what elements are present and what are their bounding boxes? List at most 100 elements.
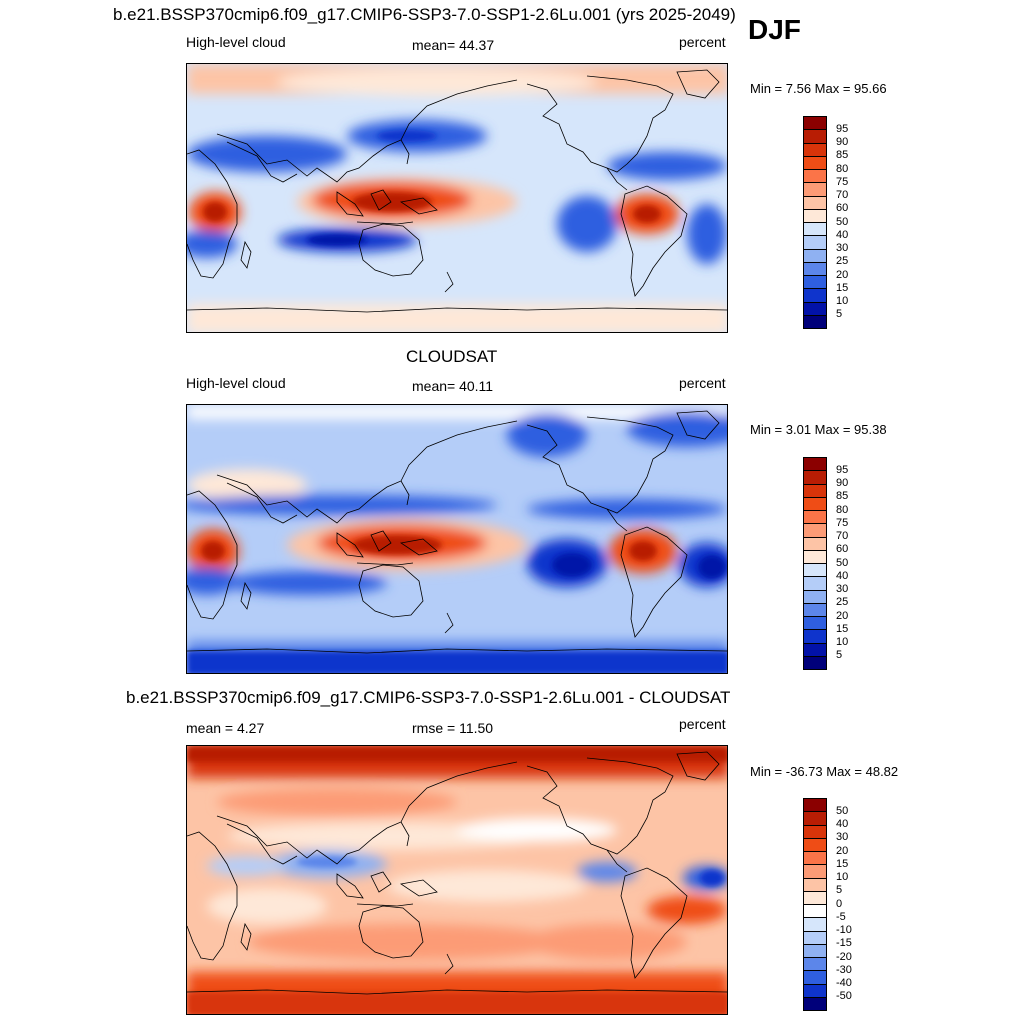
panel-title: b.e21.BSSP370cmip6.f09_g17.CMIP6-SSP3-7.…: [126, 688, 731, 707]
colorbar-tick-label: -20: [836, 950, 852, 963]
colorbar-tick-label: 15: [836, 622, 849, 635]
colorbar-tick-label: 85: [836, 149, 849, 162]
colorbar-tick-label: 75: [836, 516, 849, 529]
colorbar-tick-label: 25: [836, 255, 849, 268]
colorbar-tick-label: 60: [836, 543, 849, 556]
colorbar-swatch: [803, 470, 827, 485]
model-colorbar: 95 90 85 80 75 70 60 50 40 30 25 20 15 10 5: [803, 116, 848, 329]
colorbar-swatch: [803, 222, 827, 237]
units-label: percent: [679, 716, 726, 732]
colorbar-tick-label: 5: [836, 308, 843, 321]
colorbar-tick-label: 30: [836, 583, 849, 595]
colorbar-swatch: [803, 116, 827, 131]
colorbar-swatch: [803, 837, 827, 852]
rmse-label: rmse = 11.50: [412, 720, 494, 736]
colorbar-tick-label: 40: [836, 569, 849, 582]
colorbar-swatch: [803, 930, 827, 945]
colorbar-swatch: [803, 602, 827, 617]
colorbar-swatch: [803, 169, 827, 184]
minmax-label: Min = 7.56 Max = 95.66: [750, 81, 887, 96]
panel-title: CLOUDSAT: [406, 347, 498, 366]
colorbar-swatch: [803, 970, 827, 985]
colorbar-swatch: [803, 496, 827, 511]
colorbar-swatch: [803, 824, 827, 839]
colorbar-swatch: [803, 616, 827, 631]
minmax-label: Min = -36.73 Max = 48.82: [750, 764, 899, 779]
colorbar-swatch: [803, 261, 827, 276]
colorbar-tick-label: 30: [836, 831, 849, 844]
colorbar-swatch: [803, 549, 827, 564]
colorbar-swatch: [803, 655, 827, 670]
colorbar-tick-label: 70: [836, 530, 849, 542]
colorbar-tick-label: 20: [836, 844, 849, 857]
obs-cloud-map: [186, 404, 728, 674]
mean-label: mean= 44.37: [412, 37, 495, 53]
colorbar-swatch: [803, 235, 827, 250]
colorbar-swatch: [803, 483, 827, 498]
colorbar-swatch: [803, 957, 827, 972]
colorbar-swatch: [803, 155, 827, 170]
colorbar-tick-label: 95: [836, 463, 849, 476]
panel-title: b.e21.BSSP370cmip6.f09_g17.CMIP6-SSP3-7.…: [113, 5, 736, 24]
colorbar-swatch: [803, 864, 827, 879]
colorbar-swatch: [803, 589, 827, 604]
colorbar-tick-label: 40: [836, 818, 849, 830]
units-label: percent: [679, 375, 726, 391]
colorbar-tick-label: 90: [836, 477, 849, 489]
colorbar-tick-label: 40: [836, 228, 849, 241]
colorbar-tick-label: 10: [836, 636, 849, 648]
colorbar-tick-label: 70: [836, 189, 849, 201]
colorbar-tick-label: 75: [836, 175, 849, 188]
colorbar-swatch: [803, 851, 827, 866]
colorbar-tick-label: 0: [836, 897, 843, 910]
colorbar-swatch: [803, 996, 827, 1011]
colorbar-tick-label: 15: [836, 281, 849, 294]
colorbar-tick-label: -50: [836, 990, 852, 1003]
colorbar-swatch: [803, 523, 827, 538]
variable-label: High-level cloud: [186, 34, 286, 50]
colorbar-tick-label: -30: [836, 963, 852, 976]
colorbar-swatch: [803, 129, 827, 144]
colorbar-tick-label: 20: [836, 609, 849, 622]
colorbar-swatch: [803, 536, 827, 551]
colorbar-swatch: [803, 208, 827, 223]
difference-colorbar: 50 40 30 20 15 10 5 0 -5 -10 -15 -20 -30 -40 -50: [803, 798, 852, 1011]
colorbar-tick-label: 50: [836, 215, 849, 228]
colorbar-swatch: [803, 877, 827, 892]
obs-colorbar: 95 90 85 80 75 70 60 50 40 30 25 20 15 10 5: [803, 457, 848, 670]
colorbar-swatch: [803, 904, 827, 919]
colorbar-tick-label: 85: [836, 490, 849, 503]
diff-mean-label: mean = 4.27: [186, 720, 265, 736]
colorbar-swatch: [803, 248, 827, 263]
colorbar-swatch: [803, 314, 827, 329]
colorbar-tick-label: 15: [836, 857, 849, 870]
colorbar-swatch: [803, 288, 827, 303]
colorbar-swatch: [803, 182, 827, 197]
colorbar-swatch: [803, 301, 827, 316]
colorbar-swatch: [803, 457, 827, 472]
colorbar-swatch: [803, 195, 827, 210]
colorbar-swatch: [803, 642, 827, 657]
season-label: DJF: [748, 14, 801, 45]
colorbar-tick-label: 50: [836, 556, 849, 569]
colorbar-swatch: [803, 983, 827, 998]
difference-map: [186, 745, 728, 1015]
colorbar-tick-label: 25: [836, 596, 849, 609]
colorbar-tick-label: 60: [836, 202, 849, 215]
model-cloud-map: [186, 63, 728, 333]
colorbar-swatch: [803, 510, 827, 525]
colorbar-swatch: [803, 576, 827, 591]
colorbar-tick-label: -5: [836, 910, 846, 923]
colorbar-tick-label: 20: [836, 268, 849, 281]
colorbar-tick-label: 50: [836, 804, 849, 817]
minmax-label: Min = 3.01 Max = 95.38: [750, 422, 887, 437]
colorbar-swatch: [803, 890, 827, 905]
colorbar-swatch: [803, 275, 827, 290]
colorbar-tick-label: 90: [836, 136, 849, 148]
colorbar-swatch: [803, 917, 827, 932]
colorbar-tick-label: 10: [836, 871, 849, 883]
mean-label: mean= 40.11: [412, 378, 494, 394]
colorbar-tick-label: 95: [836, 122, 849, 135]
colorbar-tick-label: 80: [836, 503, 849, 516]
colorbar-tick-label: -15: [836, 937, 852, 950]
